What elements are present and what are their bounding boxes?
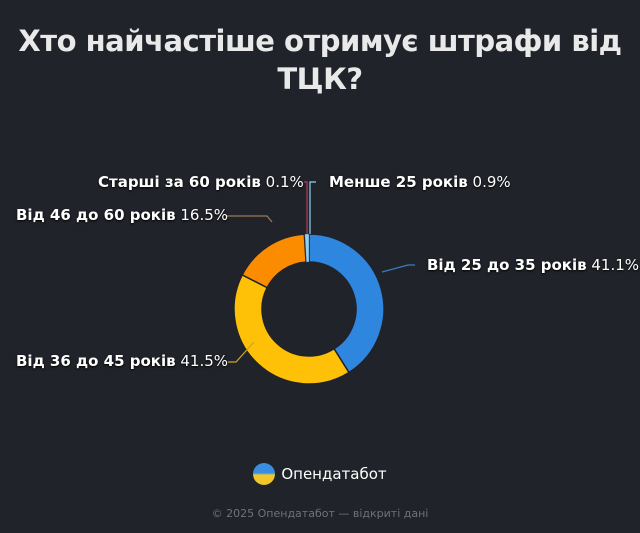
label-under-25: Менше 25 років 0.9% [329,173,511,191]
leader-lines [226,181,415,363]
leader-line-over-60 [304,181,308,234]
opendatabot-logo-icon [253,463,276,485]
donut-slice [304,233,310,263]
donut-slices [233,233,385,385]
leader-line-46-60 [226,215,273,223]
label-over-60: Старші за 60 років 0.1% [98,173,304,191]
donut-slice [308,233,385,374]
label-25-35: Від 25 до 35 років 41.1% [427,256,640,274]
donut-slice [233,274,350,385]
title-line-1: Хто найчастіше отримує штрафи від [18,24,622,58]
leader-line-25-35 [381,264,415,273]
label-36-45: Від 36 до 45 років 41.5% [16,352,229,370]
footer-copyright: © 2025 Опендатабот — відкриті дані [211,507,429,520]
label-46-60: Від 46 до 60 років 16.5% [16,206,229,224]
leader-line-under-25 [309,181,316,234]
brand-name: Опендатабот [281,465,387,483]
brand: Опендатабот [0,463,640,485]
title-line-2: ТЦК? [277,62,363,96]
chart-title: Хто найчастіше отримує штрафи від ТЦК? [0,22,640,98]
donut-slice [241,233,307,289]
leader-line-36-45 [228,341,255,363]
